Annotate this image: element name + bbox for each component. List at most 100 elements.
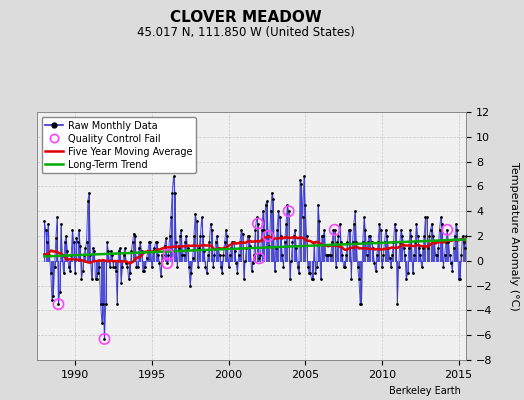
Point (126, 270, 134, 276)
Point (169, 173, 178, 180)
Point (228, 239, 236, 246)
Point (364, 239, 372, 246)
Point (276, 214, 284, 221)
Point (227, 245, 235, 252)
Point (73, 239, 82, 246)
Point (128, 239, 137, 246)
Point (100, 336, 108, 342)
Point (395, 264, 403, 270)
Point (421, 214, 430, 221)
Point (258, 226, 266, 233)
Point (213, 233, 221, 239)
Point (409, 270, 417, 276)
Point (465, 214, 473, 221)
Point (49, 292, 58, 299)
Point (392, 226, 400, 233)
Point (102, 301, 110, 308)
Point (397, 226, 406, 233)
Point (328, 239, 336, 246)
Point (363, 252, 371, 258)
Point (137, 248, 146, 254)
Point (182, 233, 191, 239)
Point (132, 264, 140, 270)
Point (379, 252, 387, 258)
Point (332, 264, 340, 270)
Point (427, 226, 435, 233)
Point (166, 233, 174, 239)
Point (348, 239, 357, 246)
Point (111, 264, 119, 270)
Point (294, 270, 303, 276)
Point (343, 239, 352, 246)
Point (388, 252, 396, 258)
Point (435, 226, 444, 233)
Point (171, 190, 179, 196)
Point (118, 264, 127, 270)
Point (431, 252, 440, 258)
Point (48, 297, 56, 304)
Point (297, 181, 305, 187)
Point (242, 245, 250, 252)
Point (218, 270, 226, 276)
Point (324, 252, 332, 258)
Point (254, 220, 262, 227)
Point (192, 218, 201, 224)
Point (264, 233, 272, 239)
Point (50, 264, 59, 270)
Point (85, 190, 93, 196)
Point (270, 268, 279, 274)
Point (430, 239, 439, 246)
Point (89, 245, 97, 252)
Point (84, 198, 92, 204)
Point (452, 220, 460, 227)
Point (68, 226, 77, 233)
Point (458, 233, 467, 239)
Point (428, 220, 436, 227)
Point (205, 239, 213, 246)
Point (140, 268, 148, 274)
Point (82, 239, 91, 246)
Point (244, 233, 252, 239)
Point (53, 214, 61, 221)
Point (148, 264, 156, 270)
Point (230, 239, 238, 246)
Point (134, 264, 142, 270)
Point (114, 248, 123, 254)
Point (288, 239, 297, 246)
Point (405, 245, 413, 252)
Point (76, 243, 84, 249)
Point (299, 214, 307, 221)
Point (63, 248, 72, 254)
Point (173, 264, 181, 270)
Point (196, 233, 204, 239)
Point (375, 220, 384, 227)
Point (67, 252, 75, 258)
Point (40, 218, 49, 224)
Point (181, 239, 189, 246)
Point (319, 233, 328, 239)
Point (342, 252, 351, 258)
Point (354, 264, 362, 270)
Point (416, 252, 424, 258)
Point (216, 264, 225, 270)
Point (70, 239, 78, 246)
Point (191, 210, 200, 217)
Point (264, 233, 272, 239)
Point (300, 173, 308, 180)
Point (235, 252, 243, 258)
Point (151, 239, 160, 246)
Point (184, 264, 193, 270)
Point (43, 239, 51, 246)
Point (357, 301, 366, 308)
Point (259, 208, 267, 214)
Point (412, 220, 421, 227)
Point (443, 226, 451, 233)
Point (113, 301, 122, 308)
Point (189, 255, 197, 262)
Point (424, 245, 432, 252)
Point (341, 264, 349, 270)
Point (285, 208, 293, 214)
Point (402, 276, 410, 282)
Point (117, 280, 125, 286)
Point (104, 248, 113, 254)
